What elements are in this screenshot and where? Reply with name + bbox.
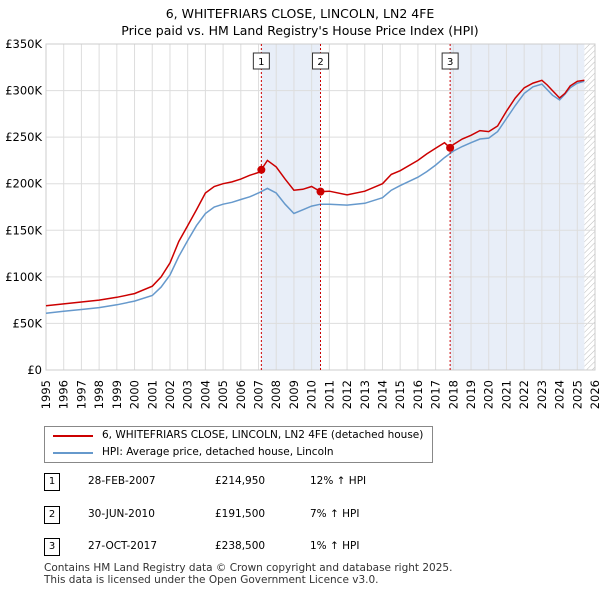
x-tick-label: 2013 [358, 380, 372, 409]
x-tick-label: 2003 [181, 380, 195, 409]
y-tick-label: £250K [5, 130, 42, 144]
series-line [45, 79, 585, 307]
x-tick-label: 2017 [429, 380, 443, 409]
series-line [45, 80, 585, 314]
shaded-span [450, 44, 585, 370]
y-tick-label: £200K [5, 177, 42, 191]
transaction-hpi: 1% ↑ HPI [310, 540, 360, 552]
transaction-number: 3 [44, 538, 60, 556]
sale-marker-label: 2 [317, 57, 323, 68]
sale-marker-point [257, 165, 266, 174]
x-tick-label: 2012 [340, 380, 354, 409]
x-tick-label: 2018 [446, 380, 460, 409]
transaction-price: £214,950 [215, 475, 266, 487]
transaction-hpi: 7% ↑ HPI [310, 508, 360, 520]
x-tick-label: 2009 [287, 380, 301, 409]
chart-title: 6, WHITEFRIARS CLOSE, LINCOLN, LN2 4FE [165, 6, 435, 21]
legend-swatch-hpi [53, 452, 93, 454]
x-tick-label: 1999 [110, 380, 124, 409]
transaction-price: £191,500 [215, 508, 266, 520]
x-tick-label: 2014 [375, 380, 389, 409]
legend: 6, WHITEFRIARS CLOSE, LINCOLN, LN2 4FE (… [44, 426, 433, 463]
x-tick-label: 2025 [570, 380, 584, 409]
transaction-date: 27-OCT-2017 [88, 540, 157, 552]
x-tick-label: 2002 [163, 380, 177, 409]
x-tick-label: 2001 [145, 380, 159, 409]
legend-label-property: 6, WHITEFRIARS CLOSE, LINCOLN, LN2 4FE (… [102, 429, 424, 441]
x-tick-label: 2019 [464, 380, 478, 409]
x-tick-label: 2007 [252, 380, 266, 409]
legend-swatch-property [53, 435, 93, 437]
x-tick-label: 2023 [535, 380, 549, 409]
x-tick-label: 2005 [216, 380, 230, 409]
y-tick-label: £150K [5, 223, 42, 237]
x-tick-label: 2010 [305, 380, 319, 409]
sale-marker-box [312, 52, 329, 70]
y-tick-label: £50K [13, 316, 43, 330]
transaction-number: 2 [44, 506, 60, 524]
x-tick-label: 2016 [411, 380, 425, 409]
x-tick-label: 2026 [588, 380, 600, 409]
y-tick-label: £300K [5, 84, 42, 98]
sale-marker-label: 3 [447, 57, 453, 68]
x-tick-label: 1997 [74, 380, 88, 409]
sale-marker-label: 1 [258, 57, 264, 68]
x-tick-label: 2006 [234, 380, 248, 409]
x-tick-label: 2008 [269, 380, 283, 409]
y-tick-label: £100K [5, 270, 42, 284]
sale-marker-box [441, 52, 459, 70]
transaction-date: 30-JUN-2010 [88, 508, 155, 520]
footer-copyright: Contains HM Land Registry data © Crown c… [44, 562, 453, 574]
x-tick-label: 1998 [92, 380, 106, 409]
x-tick-label: 2020 [482, 380, 496, 409]
transaction-row: 2 30-JUN-2010 £191,500 7% ↑ HPI [0, 506, 600, 526]
transaction-price: £238,500 [215, 540, 266, 552]
transaction-row: 1 28-FEB-2007 £214,950 12% ↑ HPI [0, 473, 600, 493]
transaction-date: 28-FEB-2007 [88, 475, 156, 487]
x-tick-label: 2024 [553, 380, 567, 409]
x-tick-label: 1996 [57, 380, 71, 409]
x-tick-label: 2004 [198, 380, 212, 409]
sale-marker-box [252, 52, 270, 70]
legend-label-hpi: HPI: Average price, detached house, Linc… [102, 446, 334, 458]
x-tick-label: 2000 [128, 380, 142, 409]
sale-marker-point [446, 143, 455, 152]
x-tick-label: 2011 [322, 380, 336, 409]
sale-marker-point [316, 187, 325, 196]
transaction-row: 3 27-OCT-2017 £238,500 1% ↑ HPI [0, 538, 600, 558]
price-chart: £0 £50K £100K £150K £200K £250K £300K £350K 1995… [5, 37, 600, 409]
footer-licence: This data is licensed under the Open Gov… [44, 574, 379, 586]
x-tick-label: 1995 [39, 380, 53, 409]
x-tick-label: 2015 [393, 380, 407, 409]
legend-item-property: 6, WHITEFRIARS CLOSE, LINCOLN, LN2 4FE (… [45, 428, 432, 444]
forecast-hatch [584, 44, 595, 370]
y-tick-label: £350K [5, 37, 42, 51]
y-tick-label: £0 [27, 363, 42, 377]
transaction-hpi: 12% ↑ HPI [310, 475, 367, 487]
x-tick-label: 2021 [499, 380, 513, 409]
transaction-number: 1 [44, 473, 60, 491]
legend-item-hpi: HPI: Average price, detached house, Linc… [45, 445, 432, 461]
chart-subtitle: Price paid vs. HM Land Registry's House … [121, 23, 479, 38]
x-tick-label: 2022 [517, 380, 531, 409]
